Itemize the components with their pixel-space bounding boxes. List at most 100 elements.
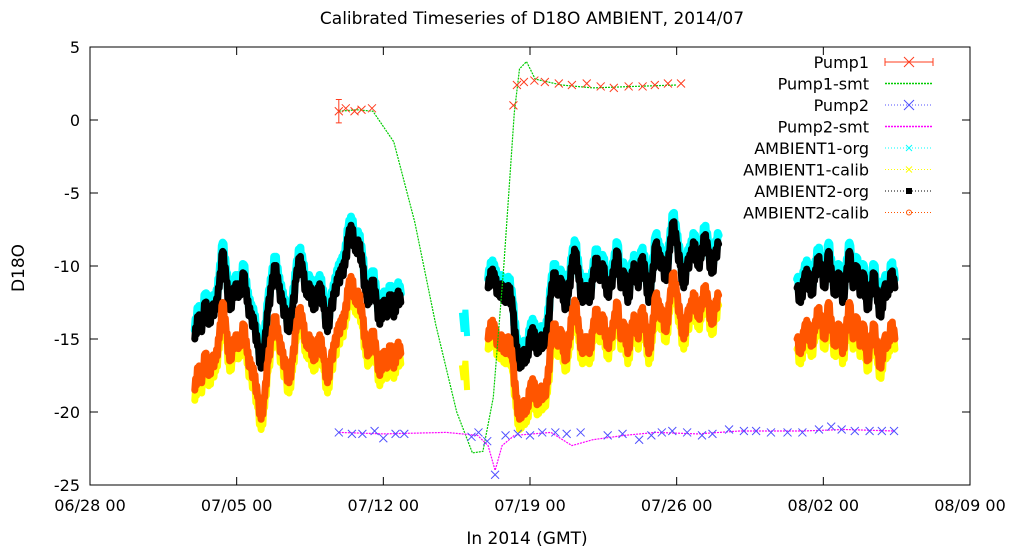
x-tick-label: 06/28 00 [54, 496, 126, 515]
pump1-point [676, 79, 686, 88]
pump2-point [657, 428, 667, 437]
plot-area [190, 60, 899, 480]
pump2-point [877, 426, 887, 436]
legend-entry: Pump1-smt [778, 75, 933, 94]
pump2-point [490, 470, 500, 480]
x-tick-label: 08/09 00 [934, 496, 1006, 515]
pump2-point [358, 429, 367, 439]
pump2-point [708, 429, 717, 439]
pump2-smt-line [338, 428, 895, 473]
pump1-point [519, 77, 529, 87]
pump2-point [391, 429, 400, 439]
pump2-point [399, 429, 409, 439]
x-tick-label: 07/26 00 [641, 496, 713, 515]
legend-entry: Pump2 [814, 96, 933, 115]
pump1-point [341, 103, 351, 113]
y-tick-label: -20 [54, 403, 80, 422]
pump1-point [540, 77, 550, 87]
legend-label: AMBIENT2-calib [743, 204, 869, 223]
pump2-point [724, 425, 734, 434]
pump2-point [634, 435, 644, 445]
pump1-point [650, 80, 660, 90]
x-tick-label: 08/02 00 [788, 496, 860, 515]
legend-marker [906, 188, 912, 194]
legend-marker [905, 144, 913, 152]
pump2-point [814, 425, 824, 434]
x-tick-label: 07/05 00 [201, 496, 273, 515]
legend-entry: AMBIENT1-calib [743, 161, 933, 180]
legend-label: AMBIENT1-org [754, 139, 869, 158]
legend-label: Pump2 [814, 96, 869, 115]
pump1-point [624, 82, 634, 91]
pump2-point [513, 429, 523, 439]
pump2-point [482, 436, 492, 446]
legend-label: Pump1 [814, 53, 869, 72]
pump1-point [663, 79, 673, 88]
pump2-point [682, 428, 692, 437]
legend-entry: Pump1 [814, 53, 934, 72]
legend-label: Pump2-smt [778, 118, 869, 137]
legend-label: AMBIENT2-org [754, 182, 869, 201]
legend-entry: Pump2-smt [778, 118, 933, 137]
ambient1-calib-gap-trace [458, 360, 471, 391]
series-ambient2-org [191, 218, 899, 372]
legend-label: Pump1-smt [778, 75, 869, 94]
legend-errorcap [884, 58, 934, 66]
legend-marker [906, 209, 912, 216]
pump1-smt-line [338, 60, 677, 454]
pump1-point [367, 103, 377, 113]
series-pump2-smt [338, 428, 895, 473]
pump1-point [357, 105, 366, 115]
pump2-point [537, 428, 547, 437]
pump2-point [501, 431, 510, 440]
pump2-point [889, 426, 899, 436]
x-tick-label: 07/19 00 [494, 496, 566, 515]
pump2-point [739, 426, 749, 436]
pump2-point [826, 422, 836, 431]
y-tick-label: -10 [54, 257, 80, 276]
legend-entry: AMBIENT2-calib [743, 204, 933, 223]
y-tick-label: 0 [70, 111, 80, 130]
pump2-point [837, 425, 847, 434]
pump2-point [370, 426, 379, 436]
pump1-point [609, 83, 619, 93]
pump2-point [697, 431, 707, 440]
pump2-point [667, 426, 677, 436]
pump2-point [550, 428, 560, 437]
ambient2-calib-trace [793, 299, 899, 372]
pump2-point [347, 429, 357, 439]
ambient1-org-gap-trace [458, 309, 471, 337]
legend-label: AMBIENT1-calib [743, 161, 869, 180]
series-ambient1-org-gap [458, 309, 471, 391]
pump1-point [512, 80, 522, 90]
legend-marker [905, 166, 913, 173]
ambient2-org-trace [484, 218, 723, 372]
pump1-point [596, 82, 606, 91]
y-tick-label: -15 [54, 330, 80, 349]
pump2-point [850, 426, 860, 436]
pump2-point [618, 429, 627, 439]
pump2-point [783, 428, 792, 437]
series-pump1-smt [338, 60, 677, 454]
x-tick-label: 07/12 00 [348, 496, 420, 515]
pump2-point [576, 428, 585, 437]
x-axis-label: In 2014 (GMT) [466, 529, 587, 549]
legend-entry: AMBIENT2-org [754, 182, 933, 201]
series-pump2 [334, 422, 899, 480]
y-axis-label: D18O [9, 244, 29, 292]
pump2-point [603, 431, 613, 440]
series-ambient2-calib [191, 269, 899, 423]
pump1-point [638, 82, 647, 91]
pump1-point [350, 106, 359, 116]
pump2-point [751, 426, 761, 436]
pump1-point [554, 79, 564, 88]
pump2-point [467, 432, 476, 442]
y-tick-label: -5 [64, 184, 80, 203]
ambient2-calib-trace [484, 269, 723, 423]
pump2-point [334, 428, 344, 437]
pump1-point [567, 80, 577, 90]
legend-entry: AMBIENT1-org [754, 139, 933, 158]
chart-title: Calibrated Timeseries of D18O AMBIENT, 2… [320, 9, 744, 29]
